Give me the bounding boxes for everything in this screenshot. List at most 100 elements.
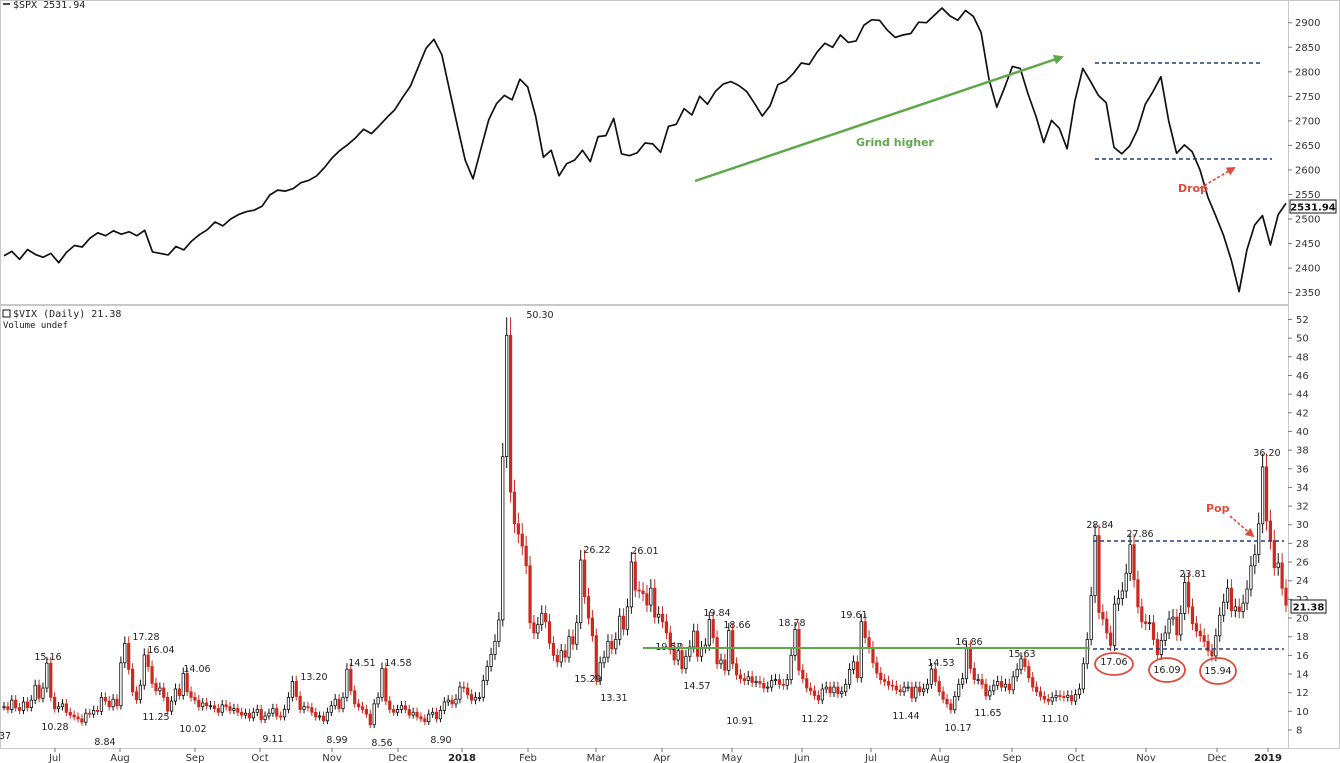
vix-candle bbox=[462, 681, 466, 693]
vix-candle-body bbox=[380, 668, 384, 698]
vix-value-label: 15.94 bbox=[1204, 666, 1231, 677]
vix-candle bbox=[773, 673, 778, 686]
vix-value-label: 10.02 bbox=[179, 724, 206, 735]
vix-candle bbox=[380, 662, 384, 702]
vix-candle bbox=[555, 648, 559, 668]
vix-candle bbox=[1175, 609, 1179, 641]
vix-value-label: 16.09 bbox=[1153, 665, 1180, 676]
vix-candle-body bbox=[867, 637, 871, 649]
vix-candle-body bbox=[1183, 582, 1187, 614]
vix-candle bbox=[1245, 580, 1249, 611]
vix-candle-body bbox=[516, 523, 520, 535]
vix-candle-body bbox=[1070, 695, 1074, 702]
x-axis: Jul Aug Sep Oct Nov Dec 2018 Feb Mar Apr May Jun Jul… bbox=[48, 748, 1282, 763]
vix-candle-body bbox=[302, 706, 306, 710]
vix-candle bbox=[275, 703, 279, 720]
spx-y-tick-label: 2900 bbox=[1295, 18, 1320, 29]
vix-candle-body bbox=[80, 718, 84, 723]
vix-candle-body bbox=[610, 640, 614, 650]
vix-candle-body bbox=[33, 684, 37, 701]
vix-candle-body bbox=[960, 678, 965, 685]
vix-last-value-badge: 21.38 bbox=[1290, 599, 1327, 614]
x-tick-label: Nov bbox=[322, 753, 342, 763]
vix-candle bbox=[134, 686, 139, 704]
vix-candle-body bbox=[1284, 587, 1288, 606]
vix-candle-body bbox=[625, 606, 630, 630]
vix-candle-body bbox=[255, 709, 259, 713]
vix-candle-body bbox=[442, 701, 446, 711]
vix-candle-body bbox=[263, 715, 267, 721]
vix-candle-body bbox=[820, 688, 824, 701]
vix-candle bbox=[1179, 605, 1183, 641]
vix-candle bbox=[789, 648, 793, 685]
vix-candle bbox=[590, 610, 595, 642]
vix-candle bbox=[992, 679, 996, 696]
vix-value-label: 19.61 bbox=[840, 610, 867, 621]
vix-candle-body bbox=[859, 621, 863, 679]
vix-candle-body bbox=[1081, 663, 1085, 690]
vix-candle-plot bbox=[2, 317, 1288, 729]
vix-candle-body bbox=[181, 673, 185, 696]
vix-candle bbox=[427, 709, 431, 726]
spx-y-tick-label: 2500 bbox=[1295, 215, 1320, 226]
vix-value-label: 11.22 bbox=[801, 714, 828, 725]
spx-panel bbox=[0, 0, 1289, 305]
vix-candle-body bbox=[1144, 621, 1148, 625]
vix-candle-body bbox=[68, 711, 72, 716]
vix-candle bbox=[949, 698, 953, 714]
vix-candle bbox=[477, 692, 482, 702]
vix-y-tick-label: 50 bbox=[1296, 334, 1309, 345]
vix-candle bbox=[758, 675, 762, 688]
vix-candle bbox=[84, 708, 88, 726]
vix-candle-body bbox=[462, 686, 466, 689]
vix-candle bbox=[602, 650, 606, 669]
vix-candle-body bbox=[801, 669, 805, 680]
vix-candle bbox=[1280, 553, 1284, 596]
vix-candle-body bbox=[154, 682, 158, 692]
vix-candle-body bbox=[10, 699, 14, 710]
vix-candle bbox=[941, 686, 945, 704]
vix-candle bbox=[575, 614, 579, 650]
vix-candle-body bbox=[115, 698, 119, 707]
vix-candle-body bbox=[1027, 666, 1031, 679]
vix-candle bbox=[302, 701, 306, 714]
vix-candle-body bbox=[836, 686, 840, 695]
vix-candle-body bbox=[407, 709, 411, 716]
vix-candle bbox=[197, 695, 201, 711]
vix-candle-body bbox=[438, 710, 443, 720]
vix-candle-body bbox=[473, 696, 478, 701]
spx-price-line bbox=[3, 7, 1287, 293]
vix-candle-body bbox=[984, 683, 988, 697]
vix-candle-body bbox=[458, 686, 462, 700]
vix-candle-body bbox=[828, 686, 832, 694]
vix-candle-body bbox=[992, 684, 996, 692]
vix-candle-body bbox=[645, 593, 649, 606]
vix-candle bbox=[353, 685, 357, 708]
vix-candle bbox=[1233, 598, 1237, 618]
spx-last-value: 2531.94 bbox=[1290, 203, 1336, 214]
x-tick-label: Dec bbox=[388, 753, 407, 763]
vix-value-label: 10.91 bbox=[726, 716, 753, 727]
vix-candle bbox=[653, 579, 657, 624]
vix-candle bbox=[1070, 690, 1074, 706]
vix-candle bbox=[1253, 544, 1257, 574]
vix-candle bbox=[240, 707, 244, 719]
vix-candle-body bbox=[1007, 683, 1011, 691]
vix-candle bbox=[641, 582, 645, 602]
vix-candle-body bbox=[384, 668, 388, 702]
vix-candle-body bbox=[766, 686, 770, 689]
vix-value-label: 17.28 bbox=[132, 632, 159, 643]
vix-candle bbox=[1054, 690, 1058, 702]
drop-arrow bbox=[1199, 166, 1236, 189]
vix-subheader: Volume undef bbox=[3, 321, 68, 331]
vix-candle-body bbox=[988, 690, 992, 697]
vix-candle-body bbox=[1050, 696, 1054, 702]
vix-candle-body bbox=[240, 711, 244, 716]
vix-candle bbox=[984, 678, 988, 701]
vix-candle bbox=[1058, 690, 1062, 701]
vix-candle-body bbox=[1214, 635, 1218, 657]
vix-candle bbox=[645, 584, 649, 612]
vix-value-label: 14.51 bbox=[348, 658, 375, 669]
vix-candle-body bbox=[590, 617, 595, 637]
vix-candle-body bbox=[929, 668, 934, 685]
